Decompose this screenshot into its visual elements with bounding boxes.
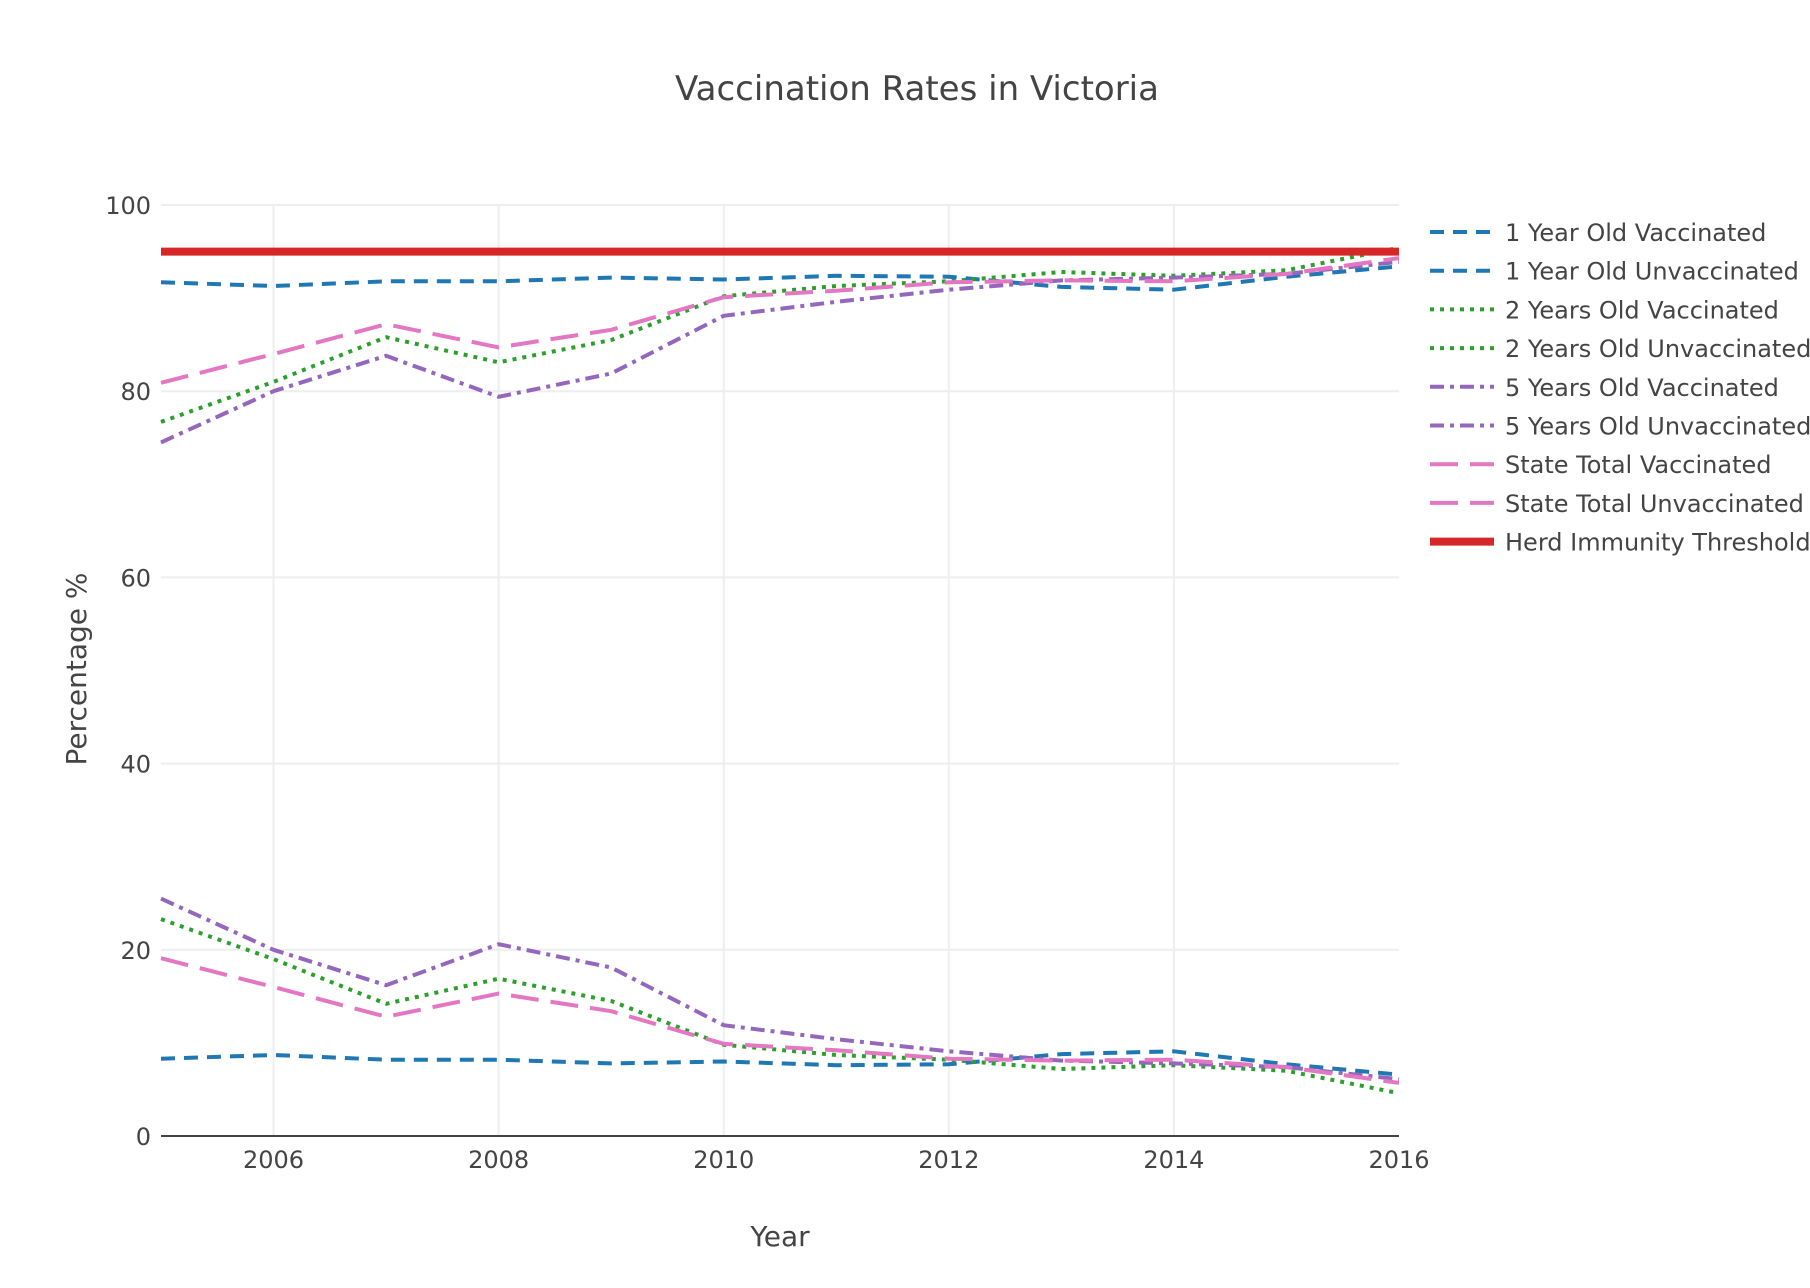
series-line-4 — [160, 259, 1400, 445]
y-tick-label: 60 — [120, 564, 151, 592]
x-tick-label: 2012 — [918, 1146, 979, 1174]
y-tick-label: 0 — [136, 1123, 151, 1151]
series-line-2 — [160, 245, 1400, 424]
x-tick-label: 2014 — [1143, 1146, 1204, 1174]
legend-label-7[interactable]: State Total Unvaccinated — [1505, 490, 1804, 518]
y-tick-label: 40 — [120, 751, 151, 779]
x-axis-title: Year — [749, 1220, 810, 1253]
legend-label-6[interactable]: State Total Vaccinated — [1505, 451, 1771, 479]
y-tick-label: 80 — [120, 378, 151, 406]
legend: 1 Year Old Vaccinated 1 Year Old Unvaccin… — [1430, 219, 1810, 557]
x-tick-label: 2006 — [243, 1146, 304, 1174]
series-line-5 — [160, 896, 1400, 1082]
legend-label-5[interactable]: 5 Years Old Unvaccinated — [1505, 413, 1810, 441]
x-tick-label: 2008 — [468, 1146, 529, 1174]
series-line-7 — [160, 956, 1400, 1085]
y-tick-label: 20 — [120, 937, 151, 965]
series-line-6 — [160, 256, 1400, 385]
x-tick-label: 2010 — [693, 1146, 754, 1174]
legend-label-1[interactable]: 1 Year Old Unvaccinated — [1505, 258, 1799, 286]
y-axis-title: Percentage % — [60, 572, 93, 765]
y-tick-label: 100 — [105, 192, 151, 220]
legend-label-0[interactable]: 1 Year Old Vaccinated — [1505, 219, 1766, 247]
grid — [161, 204, 1399, 1136]
chart-title: Vaccination Rates in Victoria — [675, 69, 1159, 109]
x-tick-label: 2016 — [1368, 1146, 1429, 1174]
legend-label-8[interactable]: Herd Immunity Threshold — [1505, 529, 1810, 557]
axes: 0 20 40 60 80 100 2006 2008 2010 2012 2014 2016 — [105, 192, 1429, 1174]
legend-label-2[interactable]: 2 Years Old Vaccinated — [1505, 296, 1779, 324]
legend-label-3[interactable]: 2 Years Old Unvaccinated — [1505, 335, 1810, 363]
series-line-3 — [160, 917, 1400, 1096]
legend-label-4[interactable]: 5 Years Old Vaccinated — [1505, 374, 1779, 402]
series-lines — [160, 245, 1400, 1096]
